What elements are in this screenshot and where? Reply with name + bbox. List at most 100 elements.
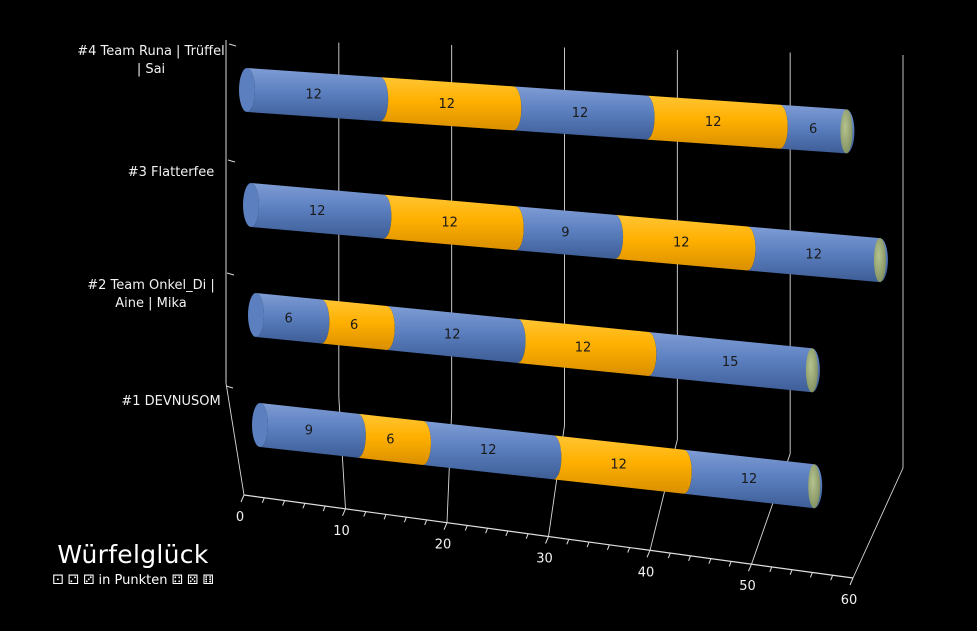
bar-segment-series-4 bbox=[517, 319, 657, 376]
value-axis-minor-tick bbox=[789, 569, 793, 575]
bar-value-label: 12 bbox=[444, 328, 461, 343]
bar-segment-series-5 bbox=[779, 104, 855, 154]
labels-layer: 12 12 12 12 6 12 12 9 12 12 6 6 12 12 15 9 6 12 12 12 bbox=[285, 88, 822, 487]
x-tick-label: 50 bbox=[739, 579, 756, 594]
bar-segment-series-5 bbox=[683, 449, 823, 509]
chart-title: Würfelglück bbox=[57, 540, 209, 569]
category-tick bbox=[227, 159, 236, 163]
value-axis-major-tick bbox=[748, 563, 752, 572]
value-axis-minor-tick bbox=[282, 500, 286, 506]
cylinder-start-cap bbox=[239, 68, 255, 112]
bar-segment-series-4 bbox=[646, 95, 788, 149]
axis-layer: 0 10 20 30 40 50 60 #4 Team Runa | Trüffel | Sai… bbox=[77, 40, 857, 608]
bar-segment-series-3 bbox=[386, 306, 526, 363]
value-axis-minor-tick bbox=[403, 516, 407, 523]
category-tick bbox=[228, 43, 237, 47]
bar-segment-series-3 bbox=[515, 206, 624, 259]
value-axis-minor-tick bbox=[627, 547, 631, 553]
bar-segment-series-2 bbox=[357, 413, 431, 465]
x-tick-label: 20 bbox=[435, 538, 452, 553]
category-label-line: Aine | Mika bbox=[115, 296, 186, 311]
bar-value-label: 6 bbox=[386, 432, 394, 447]
value-axis-minor-tick bbox=[769, 566, 773, 573]
cylinder-start-cap bbox=[252, 403, 268, 447]
value-axis-minor-tick bbox=[708, 558, 712, 564]
value-axis-minor-tick bbox=[322, 505, 326, 512]
value-axis-minor-tick bbox=[667, 552, 671, 559]
title-block: Würfelglück ⚀ ⚁ ⚂ in Punkten ⚃ ⚄ ⚅ bbox=[28, 540, 238, 588]
bar-segment-series-1 bbox=[251, 183, 392, 239]
bar-value-label: 9 bbox=[561, 226, 569, 241]
value-axis-minor-tick bbox=[586, 541, 590, 548]
cylinder-end-cap bbox=[808, 464, 821, 509]
bar-segment-series-1 bbox=[260, 403, 366, 458]
bar-segment-series-5 bbox=[747, 226, 888, 283]
chart-subtitle: ⚀ ⚁ ⚂ in Punkten ⚃ ⚄ ⚅ bbox=[52, 573, 214, 588]
bars-layer bbox=[239, 68, 888, 509]
value-axis-minor-tick bbox=[485, 528, 489, 534]
floor-gridline bbox=[852, 467, 904, 579]
category-label: #2 Team Onkel_Di | Aine | Mika bbox=[87, 278, 215, 311]
bar-value-label: 12 bbox=[673, 236, 690, 251]
category-label-line: #2 Team Onkel_Di | bbox=[87, 278, 215, 293]
cylinder-end-cap bbox=[840, 109, 853, 154]
x-tick-label: 60 bbox=[841, 593, 858, 608]
cylinder-start-cap bbox=[243, 183, 259, 227]
bar-value-label: 12 bbox=[439, 97, 456, 112]
bar-value-label: 12 bbox=[575, 341, 592, 356]
cylinder-end-cap bbox=[805, 348, 818, 393]
value-axis-minor-tick bbox=[688, 555, 692, 562]
category-tick bbox=[226, 272, 235, 276]
value-axis-minor-tick bbox=[464, 525, 468, 531]
x-tick-label: 0 bbox=[236, 510, 244, 525]
floor-gridline bbox=[225, 382, 245, 496]
cylinder-start-cap bbox=[248, 293, 264, 337]
bar-segment-series-3 bbox=[513, 86, 655, 140]
bar-segment-series-2 bbox=[380, 77, 522, 131]
bar-segment-series-1 bbox=[247, 68, 389, 122]
value-axis-minor-tick bbox=[606, 544, 610, 550]
value-axis-major-tick bbox=[443, 522, 448, 530]
bar-value-label: 12 bbox=[805, 247, 822, 262]
value-axis-minor-tick bbox=[525, 533, 529, 539]
bar-value-label: 12 bbox=[741, 472, 758, 487]
value-axis-major-tick bbox=[342, 508, 346, 517]
bar-value-label: 12 bbox=[572, 106, 589, 121]
bar-value-label: 15 bbox=[722, 355, 739, 370]
bar-value-label: 12 bbox=[309, 204, 326, 219]
category-label: #1 DEVNUSOM bbox=[121, 394, 220, 409]
bar-segment-series-5 bbox=[648, 332, 820, 393]
bar-segment-series-3 bbox=[423, 421, 562, 480]
value-axis-minor-tick bbox=[505, 530, 509, 537]
bar-value-label: 12 bbox=[480, 443, 497, 458]
category-tick bbox=[225, 385, 234, 389]
x-tick-label: 30 bbox=[536, 552, 553, 567]
bar-value-label: 6 bbox=[809, 122, 817, 137]
bar-value-label: 12 bbox=[441, 215, 458, 230]
bar-value-label: 9 bbox=[305, 423, 313, 438]
bar-segment-series-4 bbox=[615, 214, 756, 271]
category-label-line: #4 Team Runa | Trüffel bbox=[77, 44, 225, 59]
category-label: #4 Team Runa | Trüffel | Sai bbox=[77, 44, 225, 77]
category-label-line: #3 Flatterfee bbox=[128, 165, 214, 180]
x-tick-label: 10 bbox=[333, 524, 350, 539]
value-axis-minor-tick bbox=[363, 511, 367, 517]
value-axis-major-tick bbox=[545, 536, 549, 544]
bar-value-label: 12 bbox=[610, 458, 627, 473]
category-label: #3 Flatterfee bbox=[128, 165, 214, 180]
bar-segment-series-1 bbox=[256, 293, 330, 344]
value-axis-major-tick bbox=[240, 494, 245, 503]
category-label-line: #1 DEVNUSOM bbox=[121, 394, 220, 409]
x-tick-label: 40 bbox=[638, 565, 655, 580]
value-axis-minor-tick bbox=[302, 503, 306, 509]
value-axis-minor-tick bbox=[830, 575, 834, 581]
value-axis-major-tick bbox=[849, 577, 854, 586]
value-axis-minor-tick bbox=[261, 497, 265, 503]
bar-value-label: 6 bbox=[350, 318, 358, 333]
bar-value-label: 12 bbox=[305, 88, 322, 103]
value-axis-minor-tick bbox=[424, 519, 428, 526]
value-axis-major-tick bbox=[646, 550, 651, 558]
bar-segment-series-2 bbox=[383, 194, 524, 251]
bar-segment-series-4 bbox=[553, 435, 692, 494]
